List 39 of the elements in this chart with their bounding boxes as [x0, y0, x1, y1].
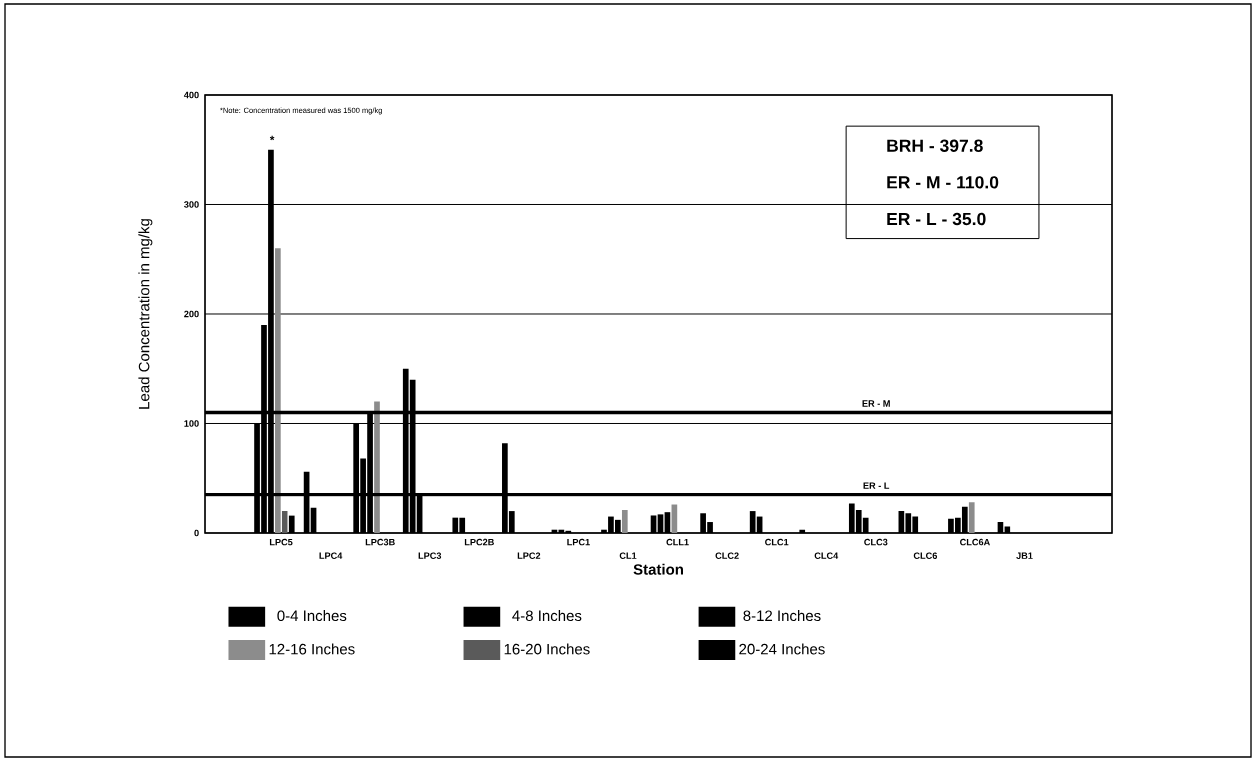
y-tick-label: 200: [184, 310, 199, 318]
x-tick-label: CLC2: [715, 552, 739, 559]
x-tick-label: LPC2: [517, 552, 541, 559]
y-tick-label: 300: [184, 201, 199, 208]
legend-label: 0-4 Inches: [277, 610, 347, 622]
y-tick-label: 400: [183, 91, 199, 99]
annotation: ER - M - 110.0: [887, 176, 999, 189]
x-tick-label: CLL1: [666, 538, 689, 546]
x-tick-label: LPC4: [319, 552, 343, 559]
bar: [275, 248, 281, 533]
y-tick-label: 100: [184, 420, 199, 427]
x-tick-label: CL1: [619, 552, 637, 559]
x-tick-label: LPC1: [567, 538, 590, 546]
ref-line-label: ER - L: [863, 482, 890, 489]
annotation: ER - L - 35.0: [887, 212, 986, 226]
annotation: BRH - 397.8: [887, 139, 983, 152]
legend-label: 8-12 Inches: [743, 610, 821, 622]
x-tick-label: CLC3: [864, 538, 888, 546]
legend-label: 20-24 Inches: [739, 643, 825, 655]
annotation: *: [269, 135, 275, 141]
y-tick-label: 0: [194, 529, 199, 537]
x-tick-label: CLC6A: [960, 538, 990, 546]
legend-label: 4-8 Inches: [512, 610, 582, 622]
x-tick-label: JB1: [1016, 552, 1033, 559]
legend-label: 16-20 Inches: [504, 643, 590, 655]
ref-line-label: ER - M: [862, 400, 890, 407]
x-axis-title: Station: [633, 563, 683, 575]
bar: [968, 502, 975, 533]
bar: [374, 401, 380, 533]
x-tick-label: CLC4: [814, 552, 839, 559]
x-tick-label: LPC3B: [365, 538, 395, 546]
legend-label: 12-16 Inches: [269, 643, 355, 655]
x-tick-label: CLC1: [765, 538, 789, 546]
x-tick-label: LPC3: [418, 552, 442, 559]
y-axis-title: Lead Concentration in mg/kg: [138, 219, 153, 409]
bar: [621, 509, 628, 533]
x-tick-label: LPC5: [269, 538, 293, 546]
x-tick-label: LPC2B: [464, 538, 494, 546]
x-tick-label: CLC6: [913, 552, 938, 559]
